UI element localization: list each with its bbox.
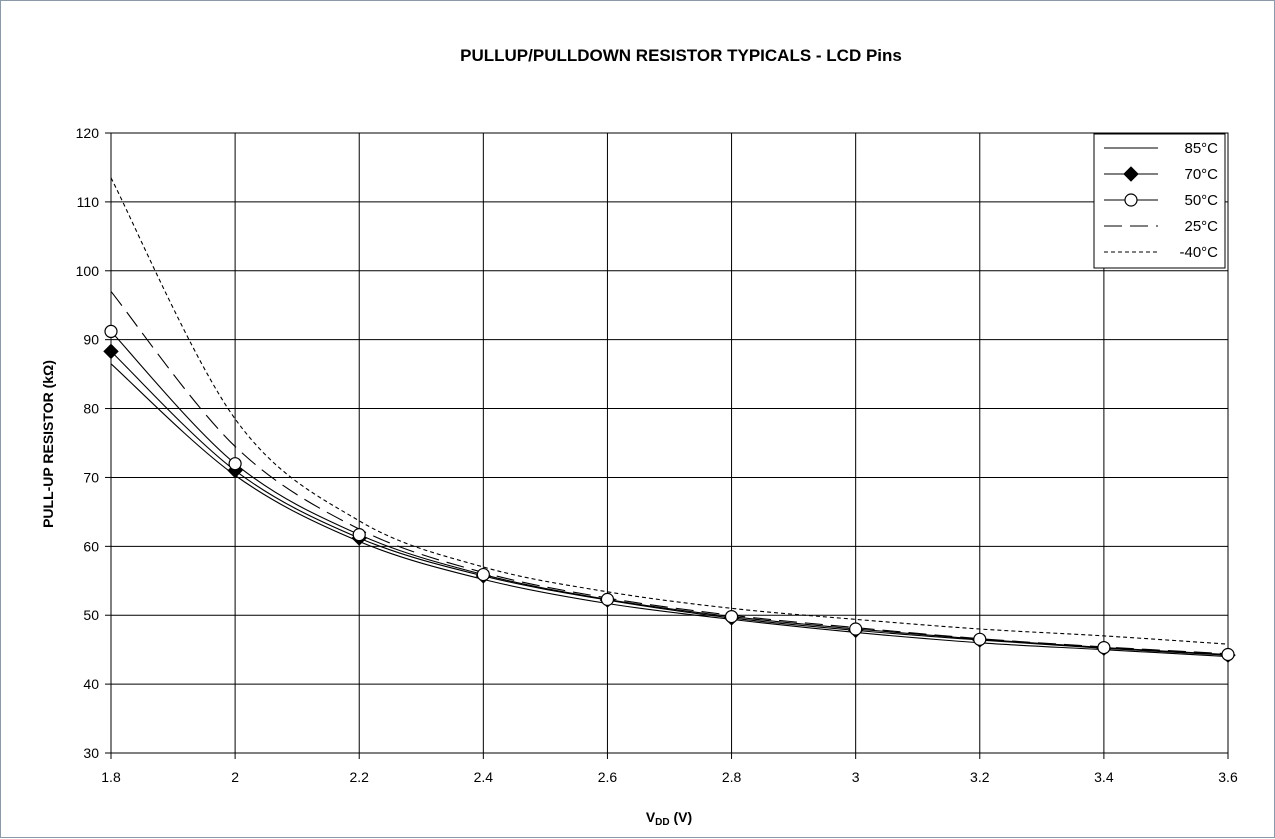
- y-tick-label: 40: [83, 676, 99, 692]
- y-tick-label: 80: [83, 401, 99, 417]
- data-point-diamond: [103, 343, 119, 360]
- y-tick-label: 90: [83, 332, 99, 348]
- y-tick-label: 30: [83, 745, 99, 761]
- y-axis-title: PULL-UP RESISTOR (kΩ): [40, 360, 56, 528]
- data-point-circle: [724, 609, 739, 624]
- x-tick-label: 3.6: [1218, 769, 1238, 785]
- legend: 85°C 70°C 50°C 25°C -40°C: [1093, 133, 1226, 269]
- x-tick-label: 2.4: [474, 769, 494, 785]
- series-markers: [103, 324, 1236, 663]
- y-tick-label: 110: [77, 194, 100, 210]
- y-tick-label: 70: [83, 469, 99, 485]
- series-line-0: [110, 363, 1229, 658]
- series-line-1: [110, 350, 1229, 656]
- x-axis-title-subscript: DD: [655, 817, 669, 828]
- legend-marker: [1124, 193, 1138, 207]
- grid-lines: [110, 132, 1229, 754]
- y-tick-label: 120: [76, 125, 100, 141]
- data-point-circle: [973, 632, 987, 646]
- x-axis-title-unit: (V): [670, 809, 693, 825]
- data-point-circle: [1221, 647, 1235, 662]
- legend-box: [1093, 133, 1226, 269]
- legend-label: 70°C: [1184, 166, 1218, 183]
- x-tick-label: 2: [231, 769, 239, 785]
- legend-label: 85°C: [1184, 140, 1218, 157]
- legend-label: -40°C: [1179, 244, 1218, 261]
- legend-items: 85°C 70°C 50°C 25°C -40°C: [1104, 140, 1218, 261]
- data-point-circle: [849, 622, 863, 636]
- data-point-circle: [600, 592, 615, 606]
- x-tick-label: 2.6: [598, 769, 618, 785]
- x-tick-label: 1.8: [101, 769, 121, 785]
- x-tick-label: 3.4: [1094, 769, 1114, 785]
- data-point-circle: [228, 457, 242, 471]
- y-tick-label: 50: [83, 607, 99, 623]
- x-tick-label: 3.2: [970, 769, 990, 785]
- series-line-2: [110, 331, 1229, 656]
- y-tick-label: 60: [83, 538, 99, 554]
- chart-title: PULLUP/PULLDOWN RESISTOR TYPICALS - LCD …: [460, 46, 902, 65]
- y-tick-label: 100: [76, 263, 100, 279]
- x-tick-label: 2.8: [722, 769, 742, 785]
- x-axis-title: VDD (V): [646, 809, 692, 828]
- legend-marker: [1123, 166, 1139, 182]
- plot-area: [110, 132, 1229, 754]
- data-point-circle: [104, 324, 118, 338]
- legend-label: 25°C: [1184, 218, 1218, 235]
- data-point-circle: [1097, 640, 1111, 655]
- series-lines: [110, 177, 1229, 658]
- data-point-circle: [476, 567, 490, 582]
- data-point-circle: [352, 528, 366, 542]
- series-line-3: [110, 291, 1229, 655]
- x-tick-label: 3: [852, 769, 860, 785]
- series-line-4: [110, 177, 1229, 645]
- x-tick-label: 2.2: [349, 769, 369, 785]
- x-axis-title-main: V: [646, 809, 656, 825]
- axis-ticks: 1.8 2 2.2 2.4 2.6 2.8 3 3.2 3.4 3.6 30 40 50 60 70 80 90…: [76, 125, 1238, 785]
- legend-label: 50°C: [1184, 192, 1218, 209]
